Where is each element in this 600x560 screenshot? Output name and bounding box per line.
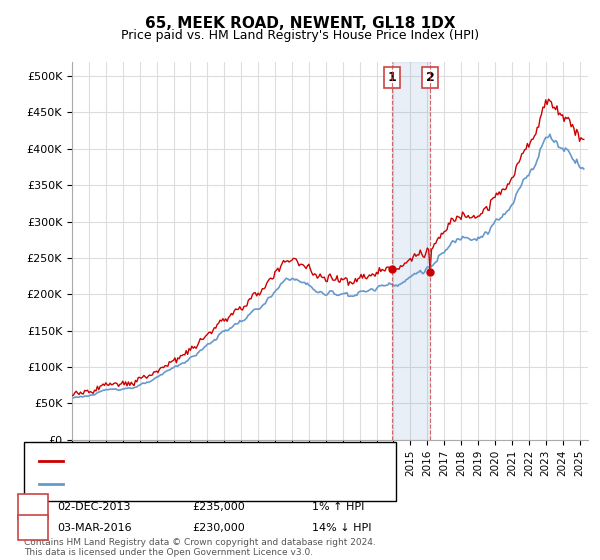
Text: £230,000: £230,000: [192, 522, 245, 533]
Text: Contains HM Land Registry data © Crown copyright and database right 2024.
This d: Contains HM Land Registry data © Crown c…: [24, 538, 376, 557]
Text: Price paid vs. HM Land Registry's House Price Index (HPI): Price paid vs. HM Land Registry's House …: [121, 29, 479, 42]
Text: 65, MEEK ROAD, NEWENT, GL18 1DX: 65, MEEK ROAD, NEWENT, GL18 1DX: [145, 16, 455, 31]
Text: 2: 2: [29, 522, 37, 533]
Text: £235,000: £235,000: [192, 502, 245, 512]
Text: 65, MEEK ROAD, NEWENT, GL18 1DX (detached house): 65, MEEK ROAD, NEWENT, GL18 1DX (detache…: [67, 456, 369, 466]
Text: 1: 1: [29, 502, 37, 512]
Text: 1% ↑ HPI: 1% ↑ HPI: [312, 502, 364, 512]
Text: 03-MAR-2016: 03-MAR-2016: [57, 522, 131, 533]
Text: 14% ↓ HPI: 14% ↓ HPI: [312, 522, 371, 533]
Text: HPI: Average price, detached house, Forest of Dean: HPI: Average price, detached house, Fore…: [67, 479, 349, 489]
Text: 02-DEC-2013: 02-DEC-2013: [57, 502, 131, 512]
Text: 2: 2: [426, 71, 434, 84]
Text: 1: 1: [388, 71, 397, 84]
Bar: [392, 62, 430, 440]
